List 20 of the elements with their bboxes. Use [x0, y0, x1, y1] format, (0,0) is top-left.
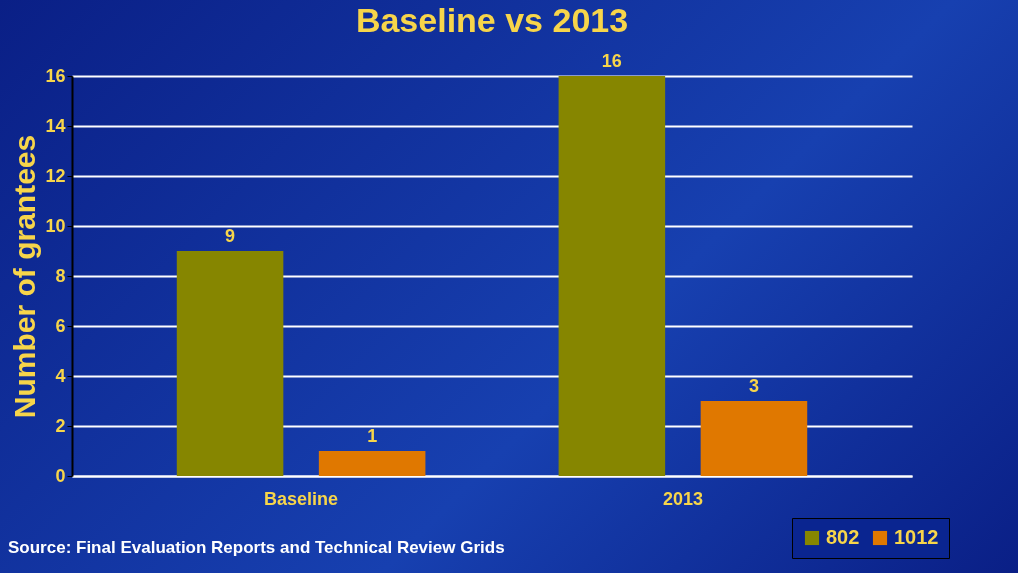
y-tick-label: 10	[45, 215, 66, 236]
y-tick-label: 6	[55, 315, 66, 336]
x-tick-label: Baseline	[264, 488, 339, 509]
data-label: 16	[601, 51, 622, 71]
data-label: 1	[367, 426, 378, 446]
y-tick-label: 16	[45, 65, 66, 86]
data-label: 3	[748, 376, 759, 396]
x-tick-label: 2013	[662, 488, 703, 509]
chart-title: Baseline vs 2013	[355, 1, 629, 39]
y-axis-title: Number of grantees	[8, 134, 42, 419]
y-tick-label: 8	[55, 265, 66, 286]
y-tick-label: 14	[45, 115, 66, 136]
data-label: 9	[225, 226, 236, 246]
source-note: Source: Final Evaluation Reports and Technical Review Grids	[8, 538, 505, 558]
y-tick-label: 12	[45, 165, 66, 186]
y-tick-label: 2	[55, 415, 66, 436]
y-tick-label: 0	[55, 465, 66, 486]
y-tick-label: 4	[55, 365, 66, 386]
legend-label: 1012	[894, 526, 939, 548]
legend-label: 802	[826, 526, 860, 548]
